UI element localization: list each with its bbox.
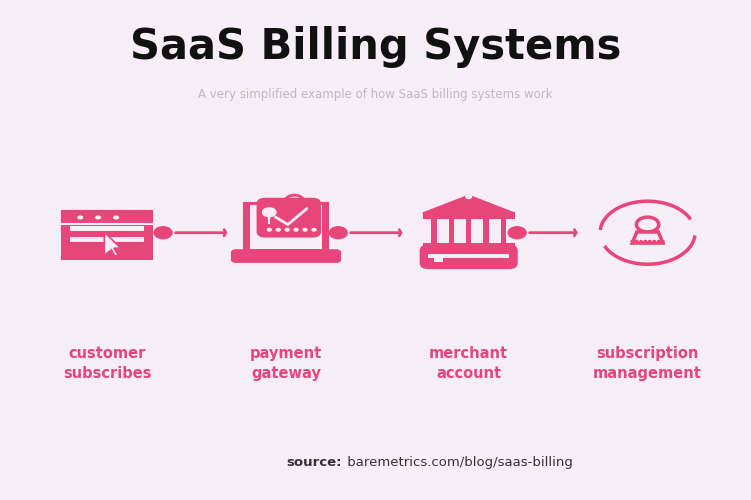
Circle shape	[329, 227, 347, 238]
Bar	[466, 218, 472, 244]
Bar	[501, 218, 506, 244]
Text: SaaS Billing Systems: SaaS Billing Systems	[130, 26, 621, 68]
Circle shape	[95, 216, 101, 220]
Circle shape	[657, 240, 659, 242]
FancyBboxPatch shape	[258, 199, 320, 236]
Circle shape	[653, 240, 656, 242]
Bar	[448, 218, 454, 244]
Bar	[423, 212, 514, 218]
FancyBboxPatch shape	[421, 246, 517, 268]
Circle shape	[508, 227, 526, 238]
Circle shape	[263, 208, 276, 216]
Bar	[434, 257, 442, 262]
Circle shape	[466, 195, 472, 198]
Bar	[71, 226, 143, 232]
Bar	[428, 254, 509, 258]
Circle shape	[285, 228, 289, 231]
Circle shape	[640, 240, 642, 242]
Text: payment
gateway: payment gateway	[250, 346, 322, 381]
Bar	[431, 218, 437, 244]
Bar	[62, 211, 152, 224]
Circle shape	[154, 227, 172, 238]
Circle shape	[312, 228, 316, 231]
Circle shape	[631, 240, 633, 242]
Circle shape	[77, 216, 83, 220]
Circle shape	[113, 216, 119, 220]
Circle shape	[294, 228, 298, 231]
FancyBboxPatch shape	[62, 211, 152, 259]
Polygon shape	[423, 196, 514, 214]
Text: source:: source:	[286, 456, 342, 469]
Bar	[483, 218, 489, 244]
Text: baremetrics.com/blog/saas-billing: baremetrics.com/blog/saas-billing	[343, 456, 573, 469]
FancyBboxPatch shape	[232, 250, 340, 262]
Circle shape	[649, 240, 651, 242]
Polygon shape	[104, 232, 121, 256]
Polygon shape	[632, 232, 663, 243]
Circle shape	[636, 217, 659, 232]
Text: A very simplified example of how SaaS billing systems work: A very simplified example of how SaaS bi…	[198, 88, 553, 101]
Circle shape	[644, 240, 647, 242]
Text: customer
subscribes: customer subscribes	[63, 346, 152, 381]
Bar	[249, 205, 322, 250]
FancyBboxPatch shape	[244, 203, 328, 253]
Circle shape	[276, 228, 280, 231]
Text: subscription
management: subscription management	[593, 346, 702, 381]
Circle shape	[303, 228, 307, 231]
Circle shape	[635, 240, 638, 242]
Bar	[71, 237, 143, 242]
Bar	[423, 244, 514, 250]
Circle shape	[662, 240, 664, 242]
Circle shape	[267, 228, 271, 231]
Text: merchant
account: merchant account	[429, 346, 508, 381]
